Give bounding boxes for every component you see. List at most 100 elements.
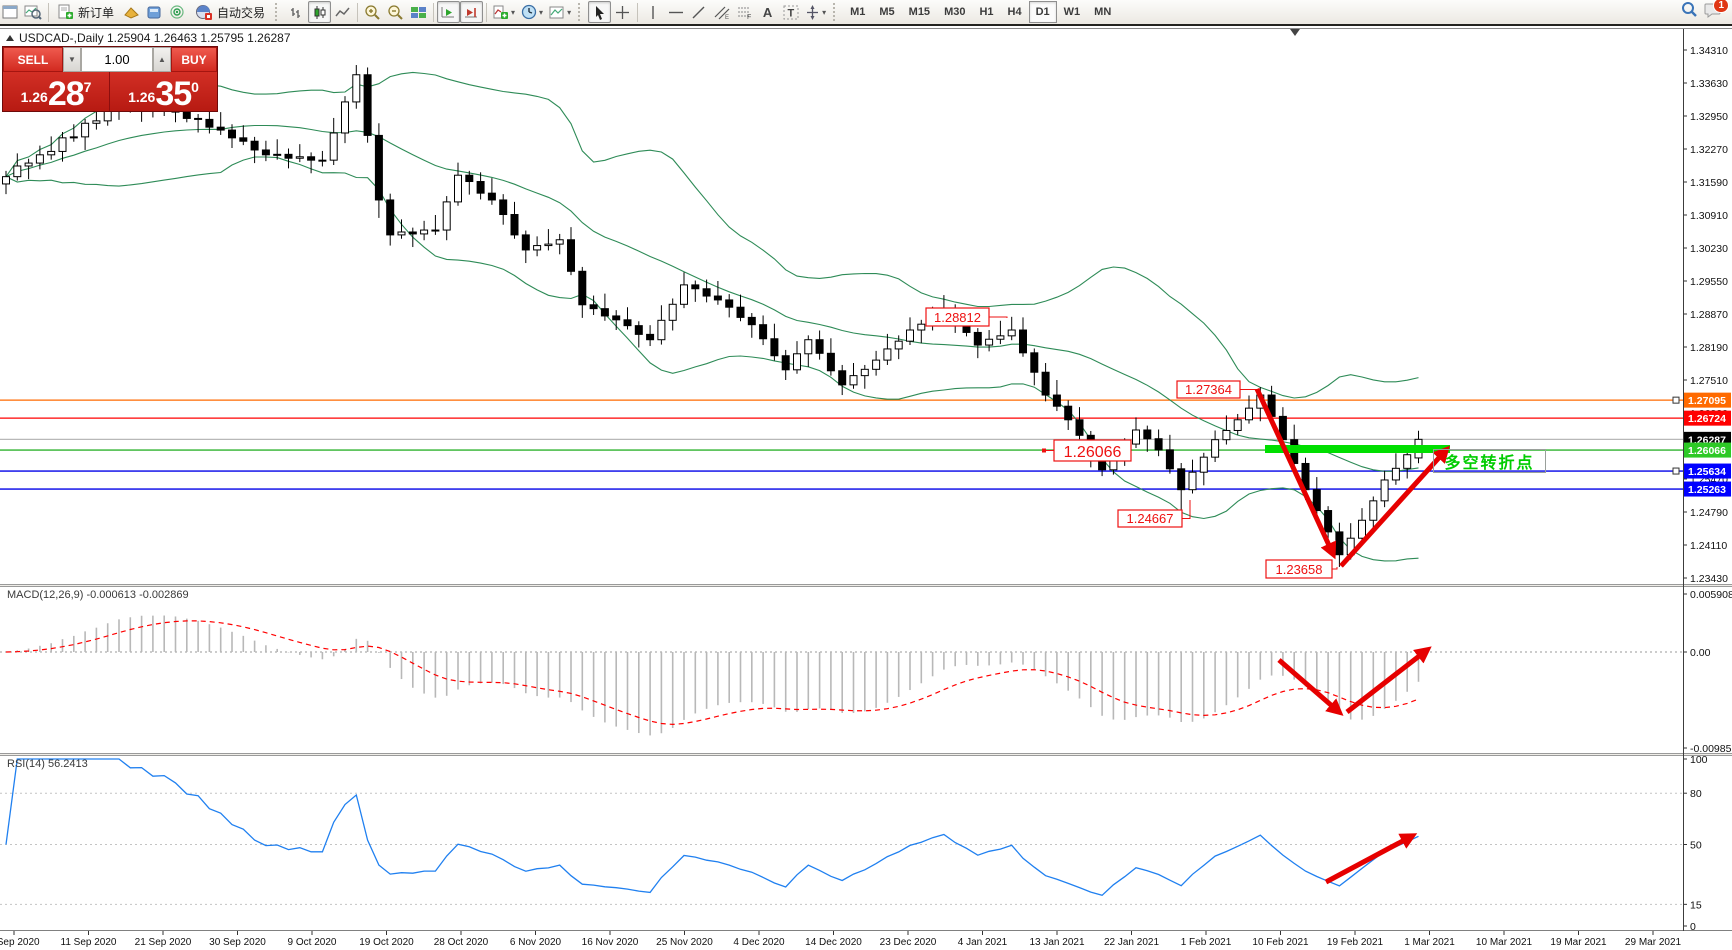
notifications-icon[interactable]: 1	[1704, 0, 1729, 23]
tile-windows-icon[interactable]	[407, 1, 430, 23]
price-tag: 1.26724	[1684, 410, 1731, 426]
sell-price[interactable]: 1.26 28 7	[3, 72, 110, 111]
navigator-icon[interactable]	[166, 1, 189, 23]
macd-histogram	[16, 615, 1420, 736]
fibonacci-tool-icon[interactable]: F	[733, 1, 756, 23]
date-label: 16 Nov 2020	[582, 937, 639, 948]
trend-arrows[interactable]	[1254, 387, 1450, 885]
timeframe-mn[interactable]: MN	[1094, 6, 1112, 18]
price-tick-label: 1.24790	[1690, 507, 1728, 519]
arrows-tool-icon[interactable]: ▾	[802, 1, 829, 23]
chart-list-icon[interactable]	[21, 1, 45, 23]
bar-chart-icon[interactable]	[285, 1, 308, 23]
svg-text:E: E	[725, 15, 729, 20]
price-tick-label: 1.30230	[1690, 243, 1728, 255]
trend-arrow	[1345, 646, 1432, 714]
price-tag: 1.25263	[1684, 481, 1731, 497]
timeframe-m30[interactable]: M30	[944, 6, 966, 18]
periods-icon[interactable]: ▾	[518, 1, 546, 23]
support-zone-bar[interactable]	[1265, 445, 1450, 453]
macd-axis-label: 0.005908	[1690, 589, 1732, 601]
price-callout[interactable]: 1.26066	[1042, 439, 1132, 462]
date-label: 25 Nov 2020	[656, 937, 713, 948]
svg-text:1.26066: 1.26066	[1064, 444, 1122, 461]
date-label: 9 Oct 2020	[288, 937, 337, 948]
text-tool-icon[interactable]: A	[762, 4, 773, 20]
price-callouts[interactable]: 1.28812 1.27364 1.26066 1.24667 1.23658	[925, 307, 1338, 579]
volume-decrease-button[interactable]: ▼	[63, 47, 81, 72]
zoom-out-icon[interactable]	[384, 1, 407, 23]
volume-input[interactable]	[81, 47, 153, 72]
window-icon[interactable]	[0, 1, 21, 23]
date-label: 10 Mar 2021	[1476, 937, 1533, 948]
trend-arrow	[1339, 445, 1450, 568]
price-tick-label: 1.34310	[1690, 45, 1728, 57]
svg-text:1.27095: 1.27095	[1688, 395, 1726, 407]
date-label: 4 Dec 2020	[733, 937, 785, 948]
sell-button[interactable]: SELL	[3, 47, 63, 72]
horizontal-line-tool-icon[interactable]	[664, 1, 687, 23]
trendline-tool-icon[interactable]	[687, 1, 710, 23]
timeframe-m1[interactable]: M1	[850, 6, 866, 18]
price-callout[interactable]: 1.24667	[1117, 500, 1191, 528]
chevron-down-icon: ▾	[567, 7, 572, 17]
price-callout[interactable]: 1.23658	[1265, 559, 1338, 579]
svg-text:1.26066: 1.26066	[1688, 445, 1726, 457]
turning-point-note[interactable]: 多空转折点	[1433, 449, 1546, 473]
line-handle[interactable]	[1672, 396, 1680, 404]
timeframe-d1[interactable]: D1	[1028, 1, 1057, 23]
date-axis: 2 Sep 2020 11 Sep 2020 21 Sep 2020 30 Sep 2…	[0, 930, 1732, 948]
indicators-icon[interactable]: ▾	[490, 1, 518, 23]
date-label: 19 Oct 2020	[359, 937, 414, 948]
macd-axis-label: 0.00	[1690, 647, 1711, 659]
line-handle[interactable]	[1672, 467, 1680, 475]
timeframe-m15[interactable]: M15	[908, 6, 931, 18]
new-order-icon	[58, 4, 73, 19]
autotrade-button[interactable]: 自动交易	[189, 1, 271, 23]
crosshair-icon[interactable]	[611, 1, 634, 23]
date-label: 1 Feb 2021	[1181, 937, 1232, 948]
buy-price[interactable]: 1.26 35 0	[110, 72, 217, 111]
horizontal-lines[interactable]	[0, 399, 1683, 490]
macd-signal-line	[5, 620, 1419, 726]
svg-text:1.23658: 1.23658	[1276, 562, 1323, 577]
chart-corner-icon[interactable]	[1290, 29, 1300, 36]
new-order-button[interactable]: 新订单	[52, 1, 120, 23]
price-tick-label: 1.33630	[1690, 78, 1728, 90]
autoscroll-icon[interactable]	[437, 1, 461, 23]
macd-label: MACD(12,26,9) -0.000613 -0.002869	[7, 589, 189, 601]
candlestick-chart-icon[interactable]	[308, 1, 332, 23]
timeframe-w1[interactable]: W1	[1063, 6, 1081, 18]
data-window-icon[interactable]	[143, 1, 166, 23]
marketwatch-icon[interactable]	[120, 1, 143, 23]
buy-button[interactable]: BUY	[171, 47, 217, 72]
timeframe-m5[interactable]: M5	[879, 6, 895, 18]
rsi-pane	[0, 758, 1683, 905]
volume-increase-button[interactable]: ▲	[153, 47, 171, 72]
svg-text:1.25634: 1.25634	[1688, 466, 1726, 478]
label-tool-icon[interactable]: T	[779, 1, 802, 23]
date-label: 29 Mar 2021	[1625, 937, 1682, 948]
timeframe-h1[interactable]: H1	[979, 6, 994, 18]
templates-icon[interactable]: ▾	[546, 1, 574, 23]
chevron-down-icon: ▾	[539, 7, 544, 17]
zoom-in-icon[interactable]	[361, 1, 384, 23]
line-chart-icon[interactable]	[331, 1, 354, 23]
timeframe-h4[interactable]: H4	[1007, 6, 1022, 18]
price-tag: 1.27095	[1684, 392, 1731, 408]
price-callout[interactable]: 1.28812	[925, 307, 1008, 327]
price-tag: 1.26066	[1684, 442, 1731, 458]
svg-text:1.26724: 1.26724	[1688, 413, 1726, 425]
vertical-line-tool-icon[interactable]	[641, 1, 664, 23]
collapse-icon[interactable]	[6, 35, 14, 41]
svg-text:1.24667: 1.24667	[1127, 511, 1174, 526]
price-callout[interactable]: 1.27364	[1176, 380, 1259, 399]
cursor-icon[interactable]	[588, 1, 612, 23]
trend-arrow	[1277, 658, 1344, 716]
chart-shift-icon[interactable]	[460, 1, 484, 23]
search-icon[interactable]	[1680, 1, 1698, 23]
date-label: 19 Mar 2021	[1550, 937, 1607, 948]
channel-tool-icon[interactable]: E	[710, 1, 733, 23]
buy-price-base: 1.26	[128, 89, 156, 105]
